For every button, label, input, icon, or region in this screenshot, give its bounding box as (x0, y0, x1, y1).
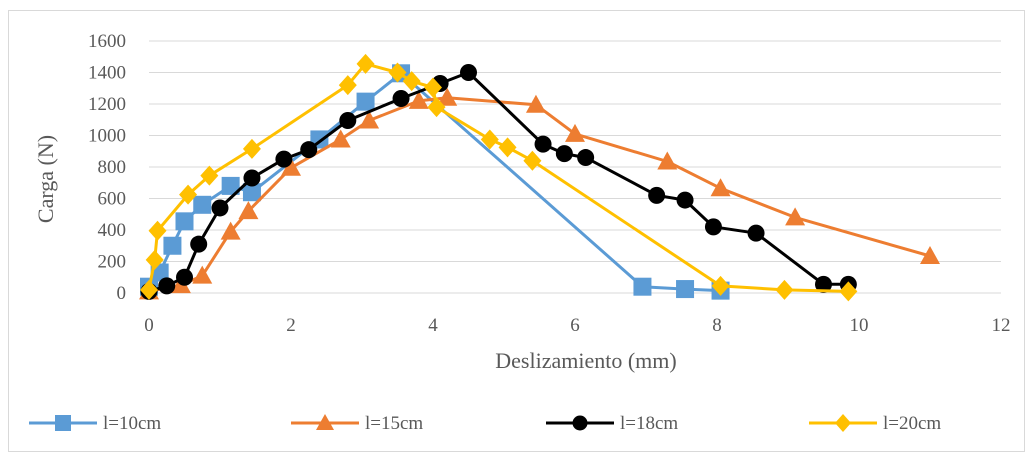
data-point (145, 249, 164, 270)
legend-marker (55, 415, 71, 431)
data-point (815, 275, 832, 293)
data-point (408, 90, 429, 109)
data-point (676, 280, 695, 299)
x-tick-label: 8 (712, 315, 722, 336)
data-point (190, 235, 208, 253)
y-tick-label: 200 (98, 252, 127, 273)
series-line (147, 62, 849, 293)
legend-label: l=18cm (620, 413, 678, 434)
data-point (839, 281, 858, 302)
legend-marker (835, 414, 851, 432)
data-point (356, 53, 375, 74)
legend-marker (316, 414, 334, 430)
data-point (424, 77, 442, 98)
data-point (577, 149, 595, 167)
data-point (648, 186, 666, 204)
y-tick-label: 600 (98, 189, 127, 210)
data-point (300, 141, 318, 159)
x-tick-label: 12 (992, 315, 1011, 336)
data-point (179, 184, 198, 205)
data-point (148, 220, 167, 241)
data-point (427, 97, 446, 118)
legend-item: l=20cm (809, 413, 941, 434)
data-point (339, 112, 357, 130)
legend-label: l=10cm (103, 413, 161, 434)
data-point (192, 265, 213, 284)
data-point (704, 218, 722, 236)
x-tick-label: 10 (850, 315, 869, 336)
y-tick-label: 0 (117, 283, 127, 304)
data-point (330, 129, 351, 148)
data-point (242, 183, 261, 202)
data-point (775, 279, 794, 300)
data-point (633, 277, 652, 296)
data-point (747, 224, 765, 242)
y-tick-label: 1000 (88, 126, 126, 147)
y-tick-label: 800 (98, 157, 127, 178)
data-point (238, 201, 259, 220)
data-point (920, 245, 940, 264)
data-point (221, 176, 240, 195)
legend-item: l=18cm (546, 413, 678, 434)
data-point (402, 71, 421, 92)
data-point (657, 151, 678, 170)
data-point (243, 169, 261, 187)
series-l=18cm (140, 64, 857, 300)
data-point (175, 212, 194, 231)
series-l=20cm (140, 53, 858, 302)
series-l=15cm (139, 87, 940, 300)
data-point (437, 87, 458, 106)
series-line (148, 96, 931, 293)
legend-item: l=15cm (291, 413, 423, 434)
y-tick-label: 400 (98, 220, 127, 241)
data-point (193, 195, 212, 214)
legend-label: l=15cm (365, 413, 423, 434)
chart-svg: 0 200 400 600 800 1000 1200 1400 1600 0 2 4 6 8 10 12 D… (29, 31, 1011, 434)
data-point (163, 236, 182, 255)
y-axis-title: Carga (N) (33, 135, 58, 223)
data-point (200, 165, 219, 186)
x-tick-label: 6 (570, 315, 580, 336)
data-point (565, 123, 585, 142)
data-point (480, 129, 499, 150)
data-point (220, 221, 241, 240)
data-point (392, 89, 410, 107)
legend-label: l=20cm (883, 413, 941, 434)
legend: l=10cm l=15cm l=18cm l=20cm (29, 413, 941, 434)
y-tick-label: 1600 (88, 31, 126, 52)
data-point (338, 75, 357, 96)
data-point (525, 94, 546, 113)
x-tick-label: 2 (286, 315, 296, 336)
data-point (176, 268, 193, 286)
x-tick-label: 4 (428, 315, 438, 336)
data-point (275, 150, 293, 168)
y-tick-label: 1400 (88, 63, 126, 84)
legend-item: l=10cm (29, 413, 161, 434)
data-point (356, 92, 375, 111)
data-point (676, 191, 694, 209)
x-tick-label: 0 (144, 315, 154, 336)
series-layer (139, 53, 940, 302)
legend-marker (572, 415, 588, 431)
data-point (498, 137, 517, 158)
axis-layer: 0 200 400 600 800 1000 1200 1400 1600 0 2 4 6 8 10 12 (88, 31, 1011, 336)
data-point (460, 64, 477, 81)
data-point (359, 110, 380, 129)
data-point (242, 138, 261, 159)
chart-frame: 0 200 400 600 800 1000 1200 1400 1600 0 2 4 6 8 10 12 D… (8, 10, 1025, 452)
data-point (534, 135, 552, 153)
x-axis-title: Deslizamiento (mm) (495, 348, 676, 373)
y-tick-label: 1200 (88, 94, 126, 115)
data-point (785, 207, 806, 226)
data-point (140, 279, 158, 300)
data-point (711, 275, 730, 296)
data-point (523, 150, 542, 171)
data-point (555, 145, 573, 163)
data-point (710, 178, 731, 197)
data-point (388, 62, 407, 83)
data-point (281, 157, 301, 176)
data-point (211, 199, 229, 217)
data-point (158, 277, 176, 295)
